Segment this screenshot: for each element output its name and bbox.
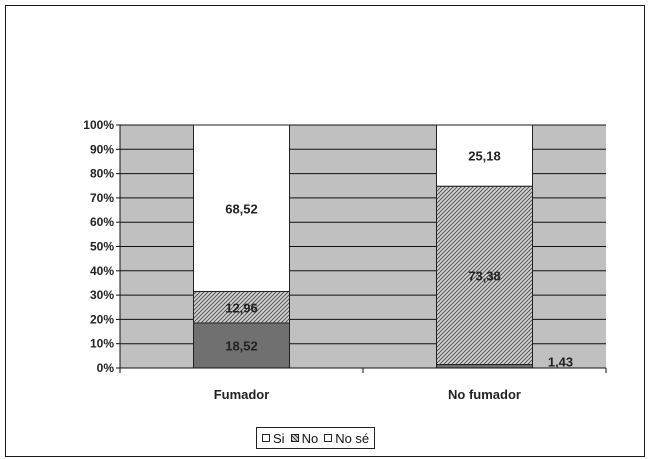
y-tick-label: 50%	[90, 240, 114, 254]
data-label: 68,52	[225, 201, 258, 216]
legend-label-no: No	[301, 430, 319, 446]
legend-swatch-si	[262, 434, 270, 442]
y-tick-label: 30%	[90, 288, 114, 302]
y-tick-label: 10%	[90, 337, 114, 351]
y-tick-label: 80%	[90, 167, 114, 181]
data-label: 73,38	[468, 268, 501, 283]
bar-0-0	[193, 322, 290, 369]
y-tick-label: 60%	[90, 215, 114, 229]
data-label: 1,43	[548, 355, 573, 370]
legend-swatch-no-se	[324, 434, 333, 442]
legend-swatch-no	[290, 434, 299, 442]
bar-0-1	[193, 291, 290, 324]
bar-1-1	[436, 185, 533, 366]
y-tick-label: 90%	[90, 142, 114, 156]
legend-item-no: No	[290, 430, 319, 446]
legend-label-si: Si	[273, 430, 285, 446]
y-tick-label: 20%	[90, 312, 114, 326]
y-tick-label: 0%	[97, 361, 115, 375]
bar-1-2	[436, 124, 533, 187]
category-label: No fumador	[448, 387, 521, 402]
category-label: Fumador	[214, 387, 270, 402]
y-tick-label: 100%	[83, 118, 114, 132]
legend-item-si: Si	[262, 431, 285, 446]
y-tick-label: 70%	[90, 191, 114, 205]
data-label: 18,52	[225, 338, 258, 353]
data-label: 25,18	[468, 149, 501, 164]
bar-1-0	[436, 364, 533, 369]
legend: Si No No sé	[256, 427, 376, 449]
bar-0-2	[193, 124, 290, 293]
legend-item-no-se: No sé	[324, 431, 369, 446]
legend-label-no-se: No sé	[335, 430, 370, 446]
y-tick-label: 40%	[90, 264, 114, 278]
data-label: 12,96	[225, 300, 258, 315]
